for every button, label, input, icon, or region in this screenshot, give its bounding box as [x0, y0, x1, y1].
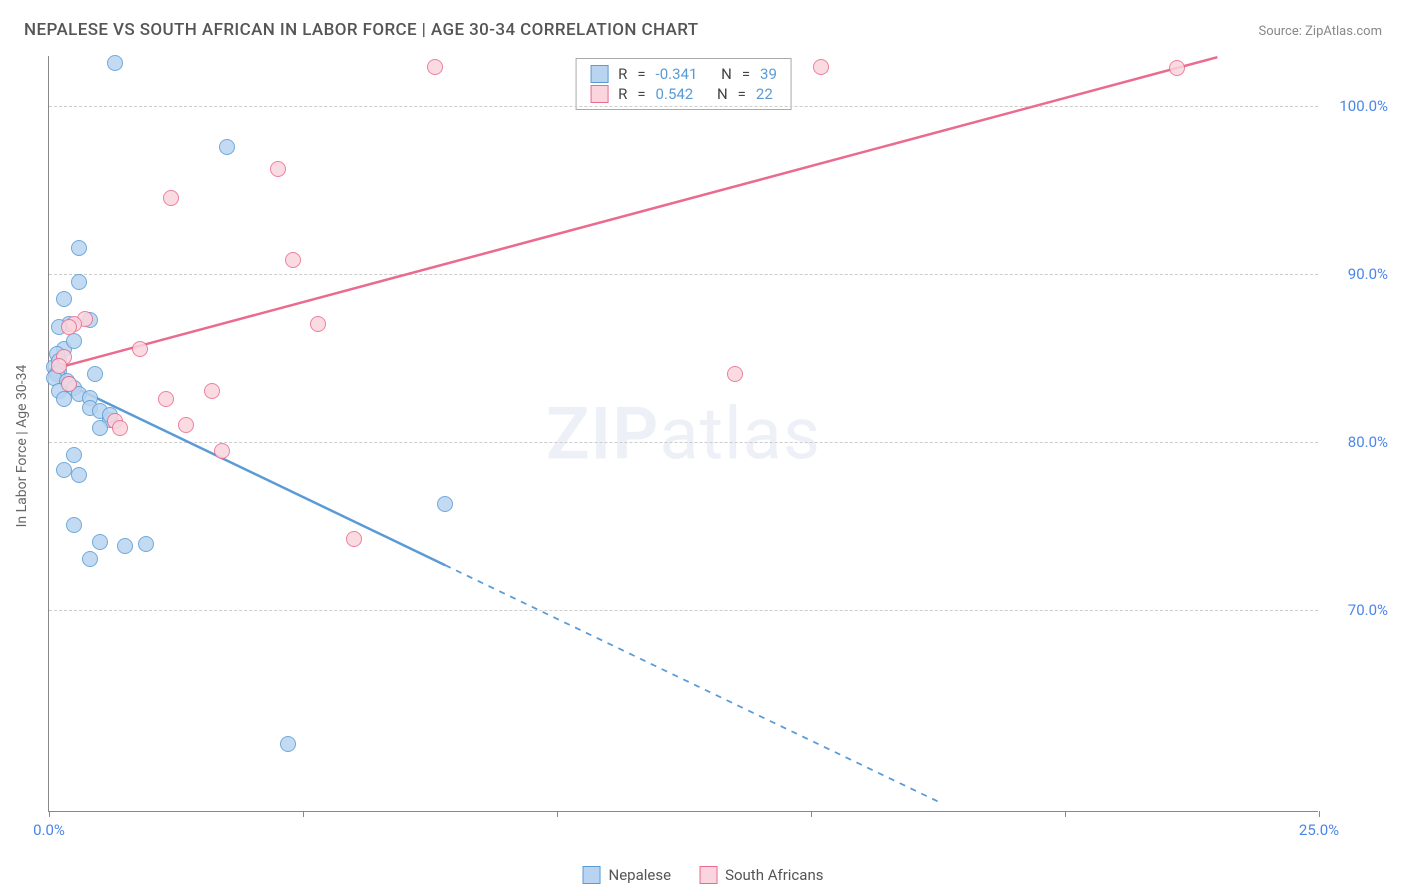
equals-sign: =	[637, 65, 645, 83]
legend-swatch-series1	[583, 866, 601, 884]
source-name: ZipAtlas.com	[1305, 24, 1382, 39]
gridline-horizontal	[49, 442, 1318, 443]
x-tick	[49, 811, 50, 817]
scatter-point-series1	[56, 291, 72, 307]
n-label: N	[717, 85, 728, 103]
scatter-point-series1	[92, 420, 108, 436]
watermark-rest: atlas	[659, 391, 821, 476]
scatter-point-series1	[219, 139, 235, 155]
scatter-point-series1	[280, 736, 296, 752]
scatter-point-series1	[56, 391, 72, 407]
scatter-point-series2	[112, 420, 128, 436]
scatter-point-series2	[727, 366, 743, 382]
scatter-point-series2	[204, 383, 220, 399]
scatter-point-series2	[51, 358, 67, 374]
equals-sign: =	[738, 85, 746, 103]
legend-swatch-series2	[699, 866, 717, 884]
stats-row-series2: R = 0.542 N = 22	[590, 85, 777, 103]
equals-sign: =	[742, 65, 750, 83]
scatter-point-series1	[107, 55, 123, 71]
scatter-point-series2	[178, 417, 194, 433]
y-tick-label: 100.0%	[1328, 97, 1388, 115]
legend-label-series1: Nepalese	[609, 866, 672, 884]
x-tick	[811, 811, 812, 817]
watermark-bold: ZIP	[546, 391, 659, 476]
scatter-point-series2	[346, 531, 362, 547]
scatter-point-series2	[214, 443, 230, 459]
y-tick-label: 70.0%	[1328, 601, 1388, 619]
scatter-point-series2	[427, 59, 443, 75]
scatter-point-series2	[61, 376, 77, 392]
equals-sign: =	[637, 85, 645, 103]
scatter-point-series1	[138, 536, 154, 552]
plot-area: ZIPatlas R = -0.341 N = 39 R = 0.542 N =	[48, 56, 1318, 812]
scatter-point-series1	[71, 467, 87, 483]
x-tick	[1065, 811, 1066, 817]
gridline-horizontal	[49, 274, 1318, 275]
scatter-point-series1	[56, 462, 72, 478]
scatter-point-series2	[310, 316, 326, 332]
n-value-series2: 22	[756, 85, 773, 103]
scatter-point-series2	[813, 59, 829, 75]
swatch-series2	[590, 85, 608, 103]
r-label: R	[618, 65, 627, 83]
y-axis-label: In Labor Force | Age 30-34	[14, 365, 30, 528]
r-label: R	[618, 85, 627, 103]
y-tick-label: 90.0%	[1328, 265, 1388, 283]
r-value-series2: 0.542	[656, 85, 694, 103]
legend-label-series2: South Africans	[725, 866, 823, 884]
scatter-point-series2	[132, 341, 148, 357]
x-tick-label: 0.0%	[33, 821, 65, 839]
chart-container: NEPALESE VS SOUTH AFRICAN IN LABOR FORCE…	[0, 0, 1406, 892]
scatter-point-series1	[66, 517, 82, 533]
legend-item-series2: South Africans	[699, 866, 823, 884]
source-attribution: Source: ZipAtlas.com	[1258, 24, 1382, 39]
r-value-series1: -0.341	[656, 65, 698, 83]
scatter-point-series2	[1169, 60, 1185, 76]
legend-item-series1: Nepalese	[583, 866, 672, 884]
scatter-point-series2	[285, 252, 301, 268]
chart-title: NEPALESE VS SOUTH AFRICAN IN LABOR FORCE…	[24, 20, 699, 40]
scatter-point-series2	[61, 319, 77, 335]
scatter-point-series1	[92, 534, 108, 550]
scatter-point-series2	[163, 190, 179, 206]
scatter-point-series1	[117, 538, 133, 554]
bottom-legend: Nepalese South Africans	[583, 866, 824, 884]
swatch-series1	[590, 65, 608, 83]
scatter-point-series1	[71, 240, 87, 256]
x-tick-label: 25.0%	[1299, 821, 1339, 839]
gridline-horizontal	[49, 106, 1318, 107]
stats-row-series1: R = -0.341 N = 39	[590, 65, 777, 83]
correlation-stats-box: R = -0.341 N = 39 R = 0.542 N = 22	[575, 58, 792, 110]
source-prefix: Source:	[1258, 24, 1305, 39]
gridline-horizontal	[49, 610, 1318, 611]
scatter-point-series1	[66, 447, 82, 463]
x-tick	[1319, 811, 1320, 817]
x-tick	[557, 811, 558, 817]
scatter-point-series1	[87, 366, 103, 382]
scatter-point-series1	[437, 496, 453, 512]
n-label: N	[721, 65, 732, 83]
x-tick	[303, 811, 304, 817]
scatter-point-series1	[82, 551, 98, 567]
scatter-point-series1	[71, 274, 87, 290]
watermark: ZIPatlas	[546, 391, 821, 476]
scatter-point-series2	[158, 391, 174, 407]
trendlines-layer	[49, 56, 1319, 812]
scatter-point-series2	[270, 161, 286, 177]
trendline-solid-series1	[49, 375, 445, 565]
y-tick-label: 80.0%	[1328, 433, 1388, 451]
n-value-series1: 39	[760, 65, 777, 83]
trendline-dashed-series1	[445, 565, 938, 801]
